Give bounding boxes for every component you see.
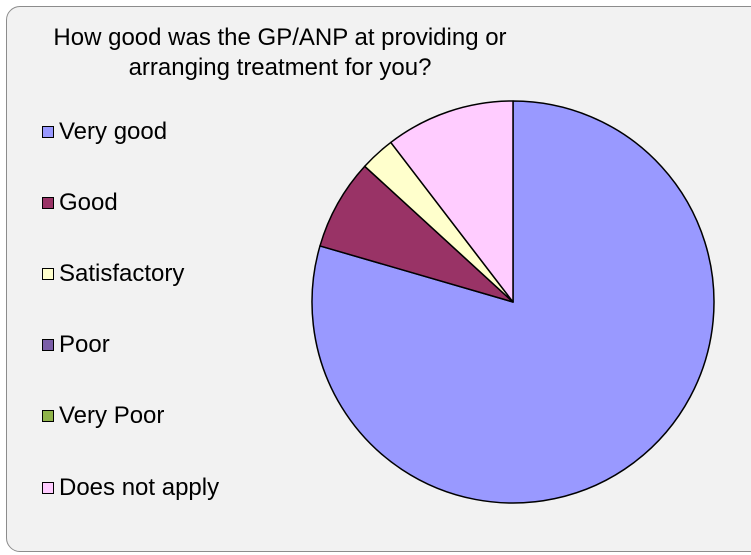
- legend-item-very-good: Very good: [42, 116, 167, 148]
- legend-swatch-very-good: [42, 126, 54, 138]
- legend-label-very-poor: Very Poor: [59, 402, 165, 429]
- legend-label-good: Good: [59, 189, 118, 216]
- pie-slice-does-not-apply: [390, 100, 514, 303]
- pie-slices: [311, 100, 715, 504]
- legend-item-satisfactory: Satisfactory: [42, 258, 184, 290]
- legend-item-poor: Poor: [42, 329, 110, 361]
- legend-swatch-good: [42, 197, 54, 209]
- legend-label-satisfactory: Satisfactory: [59, 260, 185, 287]
- legend-swatch-poor: [42, 339, 54, 351]
- legend-label-very-good: Very good: [59, 118, 168, 145]
- legend-item-does-not-apply: Does not apply: [42, 472, 219, 504]
- legend-label-does-not-apply: Does not apply: [59, 474, 220, 501]
- pie-slice-very-good: [311, 100, 715, 504]
- chart-title-line-1: How good was the GP/ANP at providing or: [53, 24, 507, 51]
- legend-swatch-does-not-apply: [42, 482, 54, 494]
- chart-title-line-2: arranging treatment for you?: [128, 54, 432, 81]
- legend-swatch-satisfactory: [42, 268, 54, 280]
- chart-title: How good was the GP/ANP at providing or …: [20, 23, 540, 83]
- legend-item-good: Good: [42, 187, 118, 219]
- legend-item-very-poor: Very Poor: [42, 400, 164, 432]
- legend-swatch-very-poor: [42, 410, 54, 422]
- legend-label-poor: Poor: [59, 331, 110, 358]
